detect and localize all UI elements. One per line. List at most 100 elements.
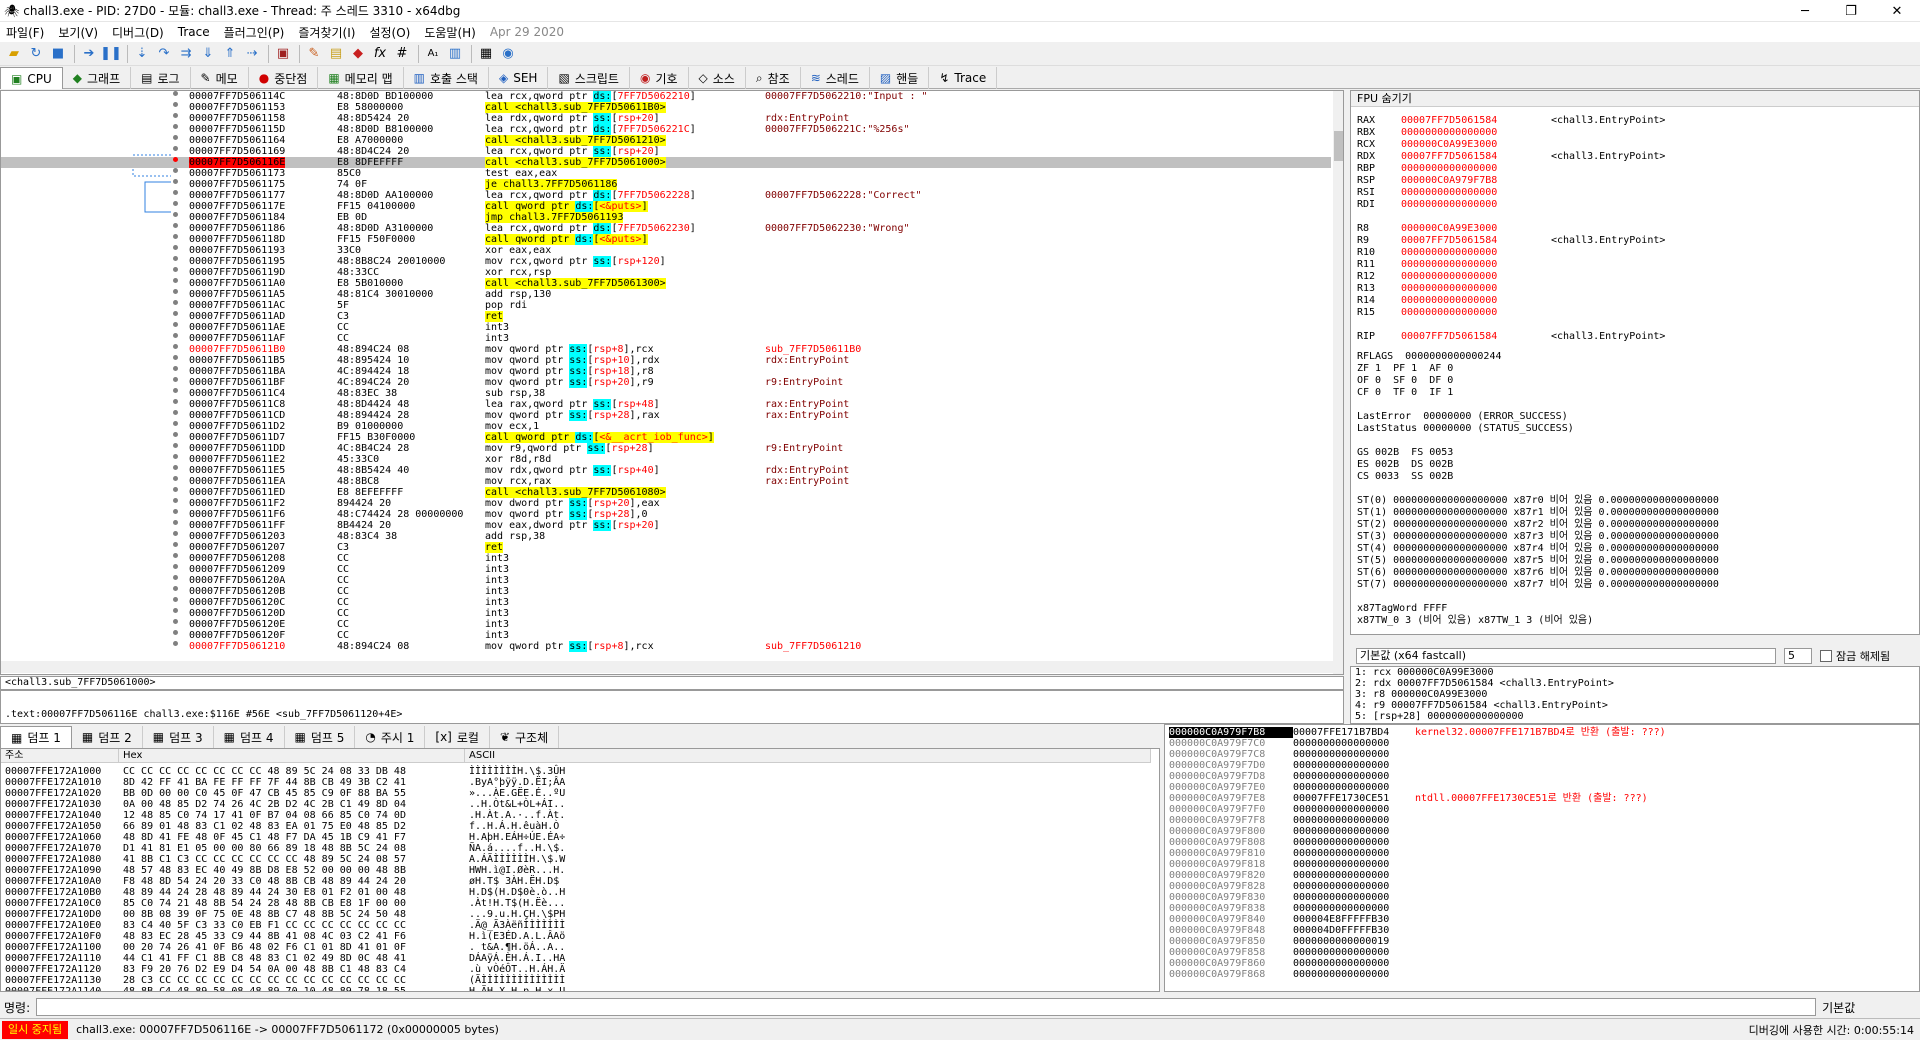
dump-row[interactable]: 00007FFE172A1050 66 89 01 48 83 C1 02 48 … xyxy=(5,821,559,832)
tab-locals[interactable]: [x] 로컬 xyxy=(425,726,490,748)
dump-row[interactable]: 00007FFE172A1140 48 8B C4 48 89 58 08 48 … xyxy=(5,986,565,991)
disasm-row[interactable]: 00007FF7D50611B5 48:895424 10 mov qword pt… xyxy=(1,355,1331,366)
register-value[interactable]: 0000000000000000 xyxy=(1401,295,1498,306)
stack-row[interactable]: 000000C0A979F818 0000000000000000 xyxy=(1169,859,1415,870)
register-value[interactable]: 000000C0A99E3000 xyxy=(1401,139,1498,150)
menu-options[interactable]: 설정(O) xyxy=(369,25,411,40)
disasm-row[interactable]: 00007FF7D506114C 48:8D0D BD100000 lea rcx,… xyxy=(1,91,1331,102)
close-button[interactable]: ✕ xyxy=(1891,3,1903,19)
disasm-row[interactable]: 00007FF7D50611D7 FF15 B30F0000 call qword … xyxy=(1,432,1331,443)
function-icon[interactable]: fx xyxy=(373,46,387,61)
stack-row[interactable]: 000000C0A979F7F8 0000000000000000 xyxy=(1169,815,1415,826)
breakpoint-dot[interactable] xyxy=(173,102,178,107)
tab-cpu[interactable]: ▣ CPU xyxy=(0,67,63,89)
dump-row[interactable]: 00007FFE172A10E0 83 C4 40 5F C3 33 C0 EB … xyxy=(5,920,565,931)
stack-row[interactable]: 000000C0A979F828 0000000000000000 xyxy=(1169,881,1415,892)
breakpoint-dot[interactable] xyxy=(173,146,178,151)
scylla-icon[interactable]: ▣ xyxy=(276,46,290,61)
dump-row[interactable]: 00007FFE172A1020 BB 0D 00 00 C0 45 0F 47 … xyxy=(5,788,565,799)
stop-icon[interactable]: ■ xyxy=(51,46,65,61)
dump-header-ascii[interactable]: ASCII xyxy=(465,749,1151,762)
calculator-icon[interactable]: ▥ xyxy=(448,46,462,61)
menu-view[interactable]: 보기(V) xyxy=(58,25,99,40)
hash-icon[interactable]: # xyxy=(396,46,408,61)
flag-row[interactable]: x87TW_0 3 (비어 있음) x87TW_1 3 (비어 있음) xyxy=(1357,615,1594,626)
breakpoint-dot[interactable] xyxy=(173,531,178,536)
register-row[interactable]: RIP 00007FF7D5061584 <chall3.EntryPoint> xyxy=(1357,331,1665,342)
register-value[interactable]: 000000C0A979F7B8 xyxy=(1401,175,1498,186)
disasm-row[interactable]: 00007FF7D5061158 48:8D5424 20 lea rdx,qwor… xyxy=(1,113,1331,124)
stack-row[interactable]: 000000C0A979F820 0000000000000000 xyxy=(1169,870,1415,881)
disasm-row[interactable]: 00007FF7D50611E2 45:33C0 xor r8d,r8d xyxy=(1,454,1331,465)
argument-count-spinner[interactable]: 5 xyxy=(1784,648,1812,664)
disasm-row[interactable]: 00007FF7D506120B CC int3 xyxy=(1,586,1331,597)
register-row[interactable]: RBP 0000000000000000 xyxy=(1357,163,1551,174)
stack-row[interactable]: 000000C0A979F830 0000000000000000 xyxy=(1169,892,1415,903)
breakpoint-dot[interactable] xyxy=(173,465,178,470)
tab-notes[interactable]: ✎ 메모 xyxy=(191,67,249,89)
breakpoint-dot[interactable] xyxy=(173,630,178,635)
tab-threads[interactable]: ≋ 스레드 xyxy=(801,67,870,89)
disasm-row[interactable]: 00007FF7D50611FF 8B4424 20 mov eax,dword p… xyxy=(1,520,1331,531)
argument-row[interactable]: 3: r8 000000C0A99E3000 xyxy=(1355,689,1488,700)
comment-icon[interactable]: ▤ xyxy=(329,46,343,61)
breakpoint-dot[interactable] xyxy=(173,476,178,481)
breakpoint-dot[interactable] xyxy=(173,487,178,492)
trace-over-icon[interactable]: ⇓ xyxy=(202,46,214,61)
flag-row[interactable]: CS 0033 SS 002B xyxy=(1357,471,1454,482)
disasm-row[interactable]: 00007FF7D506117E FF15 04100000 call qword … xyxy=(1,201,1331,212)
argument-row[interactable]: 1: rcx 000000C0A99E3000 xyxy=(1355,667,1494,678)
register-row[interactable]: RDX 00007FF7D5061584 <chall3.EntryPoint> xyxy=(1357,151,1665,162)
step-over-icon[interactable]: ↷ xyxy=(158,46,170,61)
menu-help[interactable]: 도움말(H) xyxy=(424,25,476,40)
disasm-row[interactable]: 00007FF7D50611E5 48:8B5424 40 mov rdx,qwor… xyxy=(1,465,1331,476)
register-value[interactable]: 0000000000000000 xyxy=(1401,163,1498,174)
disasm-row[interactable]: 00007FF7D5061210 48:894C24 08 mov qword pt… xyxy=(1,641,1331,652)
disasm-horizontal-scrollbar[interactable] xyxy=(1,661,1333,673)
disasm-row[interactable]: 00007FF7D506119D 48:33CC xor rcx,rsp xyxy=(1,267,1331,278)
minimize-button[interactable]: ─ xyxy=(1801,3,1809,19)
breakpoint-dot[interactable] xyxy=(173,234,178,239)
disasm-vertical-scrollbar[interactable] xyxy=(1333,91,1343,674)
dump-header-hex[interactable]: Hex xyxy=(119,749,465,762)
stack-row[interactable]: 000000C0A979F808 0000000000000000 xyxy=(1169,837,1415,848)
run-to-user-code-icon[interactable]: ⇢ xyxy=(246,46,258,61)
disasm-row[interactable]: 00007FF7D506115D 48:8D0D B8100000 lea rcx,… xyxy=(1,124,1331,135)
register-row[interactable]: R12 0000000000000000 xyxy=(1357,271,1551,282)
register-value[interactable]: 00007FF7D5061584 xyxy=(1401,331,1498,342)
disasm-row[interactable]: 00007FF7D5061153 E8 58000000 call <chall3.… xyxy=(1,102,1331,113)
tab-source[interactable]: ◇ 소스 xyxy=(689,67,746,89)
breakpoint-dot[interactable] xyxy=(173,586,178,591)
flag-row[interactable]: ZF 1 PF 1 AF 0 xyxy=(1357,363,1454,374)
disasm-row[interactable]: 00007FF7D5061177 48:8D0D AA100000 lea rcx,… xyxy=(1,190,1331,201)
disasm-row[interactable]: 00007FF7D50611F2 894424 20 mov dword ptr s… xyxy=(1,498,1331,509)
disasm-row[interactable]: 00007FF7D5061195 48:8B8C24 20010000 mov rc… xyxy=(1,256,1331,267)
stack-row[interactable]: 000000C0A979F850 0000000000000019 xyxy=(1169,936,1415,947)
disasm-row[interactable]: 00007FF7D50611AD C3 ret xyxy=(1,311,1331,322)
stack-row[interactable]: 000000C0A979F848 000004D0FFFFFB30 xyxy=(1169,925,1415,936)
register-row[interactable]: R14 0000000000000000 xyxy=(1357,295,1551,306)
disasm-row[interactable]: 00007FF7D50611EA 48:8BC8 mov rcx,rax rax:En… xyxy=(1,476,1331,487)
tab-dump-2[interactable]: ▦ 덤프 2 xyxy=(72,726,143,748)
breakpoint-dot[interactable] xyxy=(173,157,178,162)
disasm-row[interactable]: 00007FF7D5061186 48:8D0D A3100000 lea rcx,… xyxy=(1,223,1331,234)
disasm-row[interactable]: 00007FF7D506120D CC int3 xyxy=(1,608,1331,619)
menu-file[interactable]: 파일(F) xyxy=(6,25,45,40)
stack-row[interactable]: 000000C0A979F860 0000000000000000 xyxy=(1169,958,1415,969)
disasm-row[interactable]: 00007FF7D5061193 33C0 xor eax,eax xyxy=(1,245,1331,256)
breakpoint-dot[interactable] xyxy=(173,322,178,327)
disasm-row[interactable]: 00007FF7D50611D2 B9 01000000 mov ecx,1 xyxy=(1,421,1331,432)
arguments-view[interactable]: 1: rcx 000000C0A99E3000 2: rdx 00007FF7D5… xyxy=(1350,666,1920,724)
disasm-row[interactable]: 00007FF7D50611C8 48:8D4424 48 lea rax,qwor… xyxy=(1,399,1331,410)
restart-icon[interactable]: ↻ xyxy=(30,46,42,61)
register-value[interactable]: 00007FF7D5061584 xyxy=(1401,115,1498,126)
flag-row[interactable]: GS 002B FS 0053 xyxy=(1357,447,1454,458)
tab-script[interactable]: ▧ 스크립트 xyxy=(548,67,630,89)
dump-row[interactable]: 00007FFE172A1080 41 8B C1 C3 CC CC CC CC … xyxy=(5,854,565,865)
disasm-row[interactable]: 00007FF7D506120F CC int3 xyxy=(1,630,1331,641)
menu-trace[interactable]: Trace xyxy=(177,25,210,39)
breakpoint-dot[interactable] xyxy=(173,432,178,437)
stack-row[interactable]: 000000C0A979F858 0000000000000000 xyxy=(1169,947,1415,958)
tab-seh[interactable]: ◈ SEH xyxy=(489,67,549,89)
execute-till-return-icon[interactable]: ⇑ xyxy=(224,46,236,61)
